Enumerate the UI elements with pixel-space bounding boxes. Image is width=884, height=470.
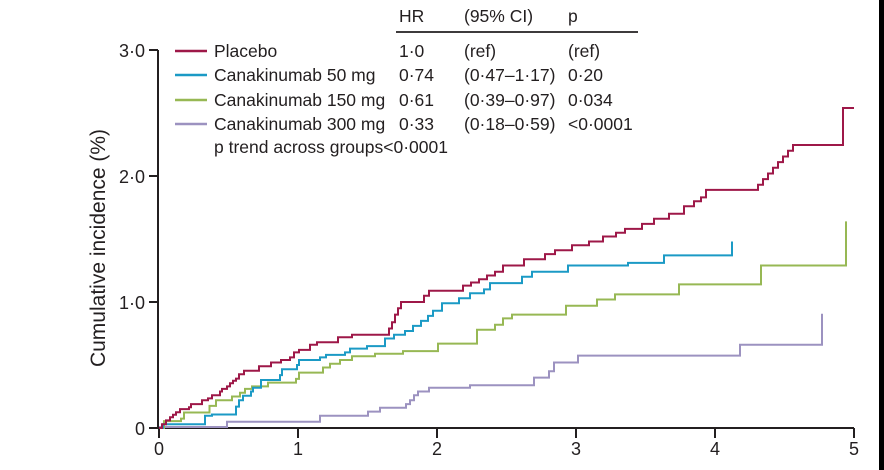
svg-text:(0·47–1·17): (0·47–1·17) [464, 65, 555, 85]
svg-text:p trend across groups<0·0001: p trend across groups<0·0001 [214, 137, 448, 157]
svg-text:0·61: 0·61 [399, 90, 434, 110]
svg-text:2: 2 [432, 439, 442, 459]
svg-text:1·0: 1·0 [119, 293, 145, 313]
svg-text:1·0: 1·0 [399, 41, 425, 61]
svg-text:5: 5 [849, 439, 859, 459]
svg-text:0: 0 [154, 439, 164, 459]
svg-text:Canakinumab 300 mg: Canakinumab 300 mg [214, 114, 385, 134]
svg-text:4: 4 [710, 439, 720, 459]
svg-text:(0·18–0·59): (0·18–0·59) [464, 114, 555, 134]
svg-text:p: p [568, 6, 578, 26]
svg-text:0·74: 0·74 [399, 65, 434, 85]
svg-text:<0·0001: <0·0001 [568, 114, 633, 134]
svg-text:3·0: 3·0 [119, 41, 145, 61]
svg-text:0·20: 0·20 [568, 65, 603, 85]
svg-text:0·33: 0·33 [399, 114, 434, 134]
svg-text:1: 1 [293, 439, 303, 459]
svg-text:Canakinumab 50 mg: Canakinumab 50 mg [214, 65, 375, 85]
svg-text:(95% CI): (95% CI) [464, 6, 533, 26]
svg-text:(ref): (ref) [464, 41, 496, 61]
svg-text:0·034: 0·034 [568, 90, 613, 110]
svg-text:3: 3 [571, 439, 581, 459]
svg-text:HR: HR [399, 6, 424, 26]
svg-text:Placebo: Placebo [214, 41, 277, 61]
svg-text:Cumulative incidence (%): Cumulative incidence (%) [87, 129, 110, 367]
svg-text:(0·39–0·97): (0·39–0·97) [464, 90, 555, 110]
svg-text:2·0: 2·0 [119, 167, 145, 187]
svg-text:0: 0 [135, 419, 145, 439]
svg-text:Canakinumab 150 mg: Canakinumab 150 mg [214, 90, 385, 110]
svg-text:(ref): (ref) [568, 41, 600, 61]
